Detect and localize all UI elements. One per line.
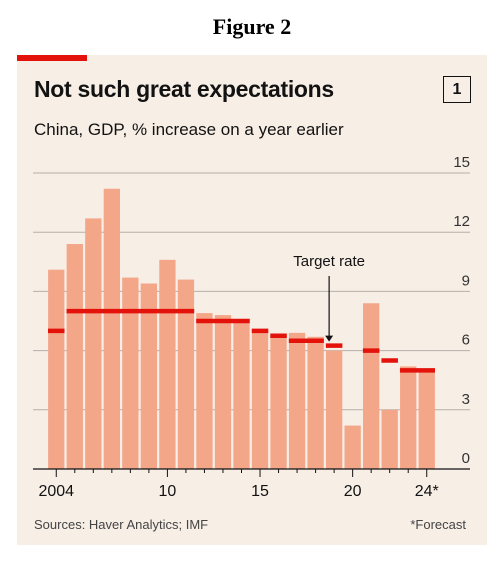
gdp-bar-2009 xyxy=(140,283,158,469)
gdp-bar-2014 xyxy=(233,322,250,469)
gdp-bar-2006 xyxy=(85,218,102,469)
gdp-bar-2015 xyxy=(251,330,269,469)
target-rate-markers xyxy=(48,308,435,373)
forecast-note: *Forecast xyxy=(410,517,466,532)
y-tick-label: 12 xyxy=(453,213,470,230)
y-tick-label: 15 xyxy=(453,154,470,171)
target-rate-annotation: Target rate xyxy=(293,253,365,270)
gdp-bar-2007 xyxy=(103,188,120,469)
gdp-bar-2022 xyxy=(381,409,398,469)
gdp-bar-2023 xyxy=(400,366,417,469)
gdp-bar-2011 xyxy=(177,279,195,469)
x-tick-label: 2004 xyxy=(38,483,74,500)
gdp-bar-2008 xyxy=(122,277,139,469)
gdp-bars xyxy=(48,188,435,469)
gdp-bar-2005 xyxy=(66,244,83,469)
chart-number-badge: 1 xyxy=(443,76,471,103)
y-tick-label: 6 xyxy=(462,332,470,349)
x-tick-label: 24* xyxy=(415,483,439,500)
gdp-bar-2004 xyxy=(48,269,65,469)
chart-title: Not such great expectations xyxy=(34,76,334,102)
y-tick-label: 3 xyxy=(462,391,470,408)
gdp-bar-2017 xyxy=(288,332,306,469)
x-tick-label: 20 xyxy=(344,483,362,500)
sources-note: Sources: Haver Analytics; IMF xyxy=(34,517,209,532)
gdp-bar-2018 xyxy=(307,336,324,469)
gdp-bar-2016 xyxy=(270,334,287,469)
gdp-bar-2012 xyxy=(196,313,213,469)
y-tick-label: 9 xyxy=(462,272,470,289)
gdp-bar-2024 xyxy=(418,370,435,469)
figure-label: Figure 2 xyxy=(212,14,292,39)
brand-accent-bar xyxy=(17,55,87,61)
annotations: Target rate xyxy=(293,253,365,342)
axes: 0 3 6 9 12 15 2004 10 15 20 24* xyxy=(33,154,470,500)
x-tick-label: 10 xyxy=(159,483,177,500)
gdp-bar-2020 xyxy=(344,425,361,469)
y-tick-label: 0 xyxy=(462,450,470,467)
x-tick-label: 15 xyxy=(251,483,269,500)
gdp-bar-2010 xyxy=(159,259,176,469)
gdp-bar-2013 xyxy=(214,315,232,469)
gdp-bar-2019 xyxy=(325,350,343,469)
gdp-bar-2021 xyxy=(363,303,380,469)
chart-subtitle: China, GDP, % increase on a year earlier xyxy=(34,120,344,139)
target-rate-annotation-arrowhead xyxy=(325,335,334,342)
